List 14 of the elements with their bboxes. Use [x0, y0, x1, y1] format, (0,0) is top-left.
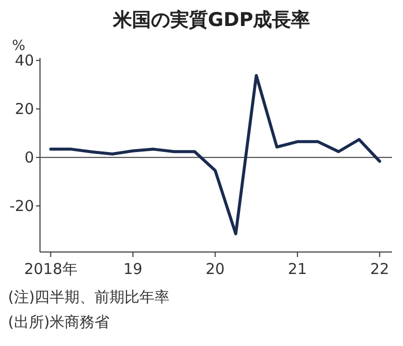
y-tick-label: 40 — [14, 52, 34, 70]
x-tick-label: 21 — [288, 260, 307, 278]
y-tick-label: 0 — [24, 148, 34, 167]
chart-title: 米国の実質GDP成長率 — [112, 9, 310, 31]
text: (注)四半期、前期比年率 — [8, 288, 170, 306]
x-tick-label: 20 — [206, 260, 225, 278]
x-tick-label: 19 — [123, 260, 142, 278]
x-tick-label: 2018年 — [24, 260, 78, 278]
text: (出所)米商務省 — [8, 313, 110, 331]
y-tick-label: 20 — [14, 100, 34, 118]
x-tick-label: 22 — [370, 260, 390, 278]
y-tick-label: -20 — [10, 197, 34, 216]
line-series — [49, 74, 382, 236]
y-axis-title: % — [12, 38, 26, 54]
